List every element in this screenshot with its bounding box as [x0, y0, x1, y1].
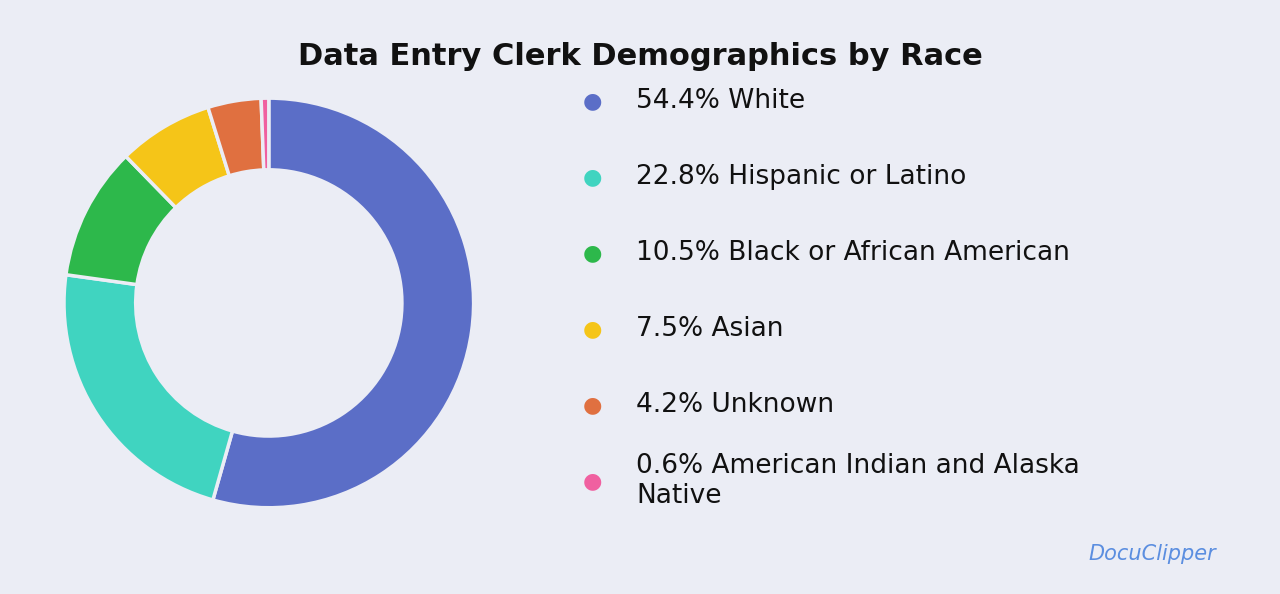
Text: 22.8% Hispanic or Latino: 22.8% Hispanic or Latino [636, 164, 966, 190]
Text: ●: ● [582, 91, 602, 111]
Text: 7.5% Asian: 7.5% Asian [636, 316, 783, 342]
Text: Data Entry Clerk Demographics by Race: Data Entry Clerk Demographics by Race [298, 42, 982, 71]
Text: DocuClipper: DocuClipper [1088, 544, 1216, 564]
Wedge shape [212, 98, 474, 508]
Wedge shape [125, 108, 229, 208]
Text: ●: ● [582, 395, 602, 415]
Text: 0.6% American Indian and Alaska
Native: 0.6% American Indian and Alaska Native [636, 453, 1080, 509]
Text: 10.5% Black or African American: 10.5% Black or African American [636, 240, 1070, 266]
Text: 54.4% White: 54.4% White [636, 88, 805, 114]
Text: ●: ● [582, 471, 602, 491]
Wedge shape [64, 274, 233, 500]
Wedge shape [67, 156, 175, 285]
Wedge shape [261, 98, 269, 170]
Text: ●: ● [582, 167, 602, 187]
Text: ●: ● [582, 319, 602, 339]
Text: 4.2% Unknown: 4.2% Unknown [636, 392, 835, 418]
Text: ●: ● [582, 243, 602, 263]
Wedge shape [207, 98, 264, 176]
